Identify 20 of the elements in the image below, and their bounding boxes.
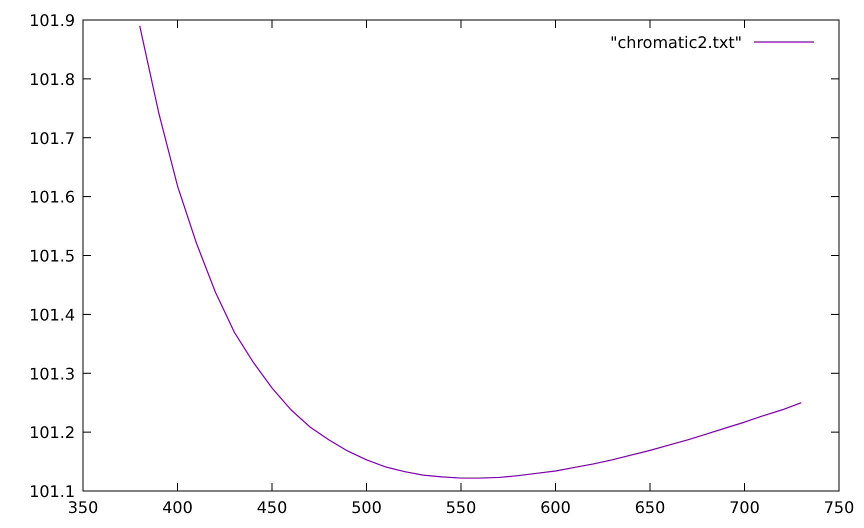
x-tick-label: 500 <box>351 498 382 517</box>
x-tick-label: 600 <box>540 498 571 517</box>
x-tick-label: 650 <box>634 498 666 517</box>
y-tick-label: 101.4 <box>29 305 75 324</box>
x-tick-label: 350 <box>68 498 98 517</box>
x-tick-label: 400 <box>162 498 193 517</box>
y-tick-label: 101.5 <box>29 246 75 266</box>
y-tick-label: 101.9 <box>29 11 75 30</box>
legend-label: "chromatic2.txt" <box>610 33 742 52</box>
x-tick-label: 750 <box>824 498 854 517</box>
x-tick-label: 450 <box>256 498 288 517</box>
y-tick-label: 101.7 <box>29 128 75 148</box>
y-tick-label: 101.3 <box>29 364 75 384</box>
x-tick-label: 700 <box>729 498 760 517</box>
y-tick-label: 101.2 <box>29 423 75 442</box>
y-tick-label: 101.1 <box>29 482 75 501</box>
y-tick-label: 101.8 <box>29 70 75 89</box>
y-tick-label: 101.6 <box>29 188 75 207</box>
x-tick-label: 550 <box>446 498 476 517</box>
line-series <box>139 25 802 479</box>
